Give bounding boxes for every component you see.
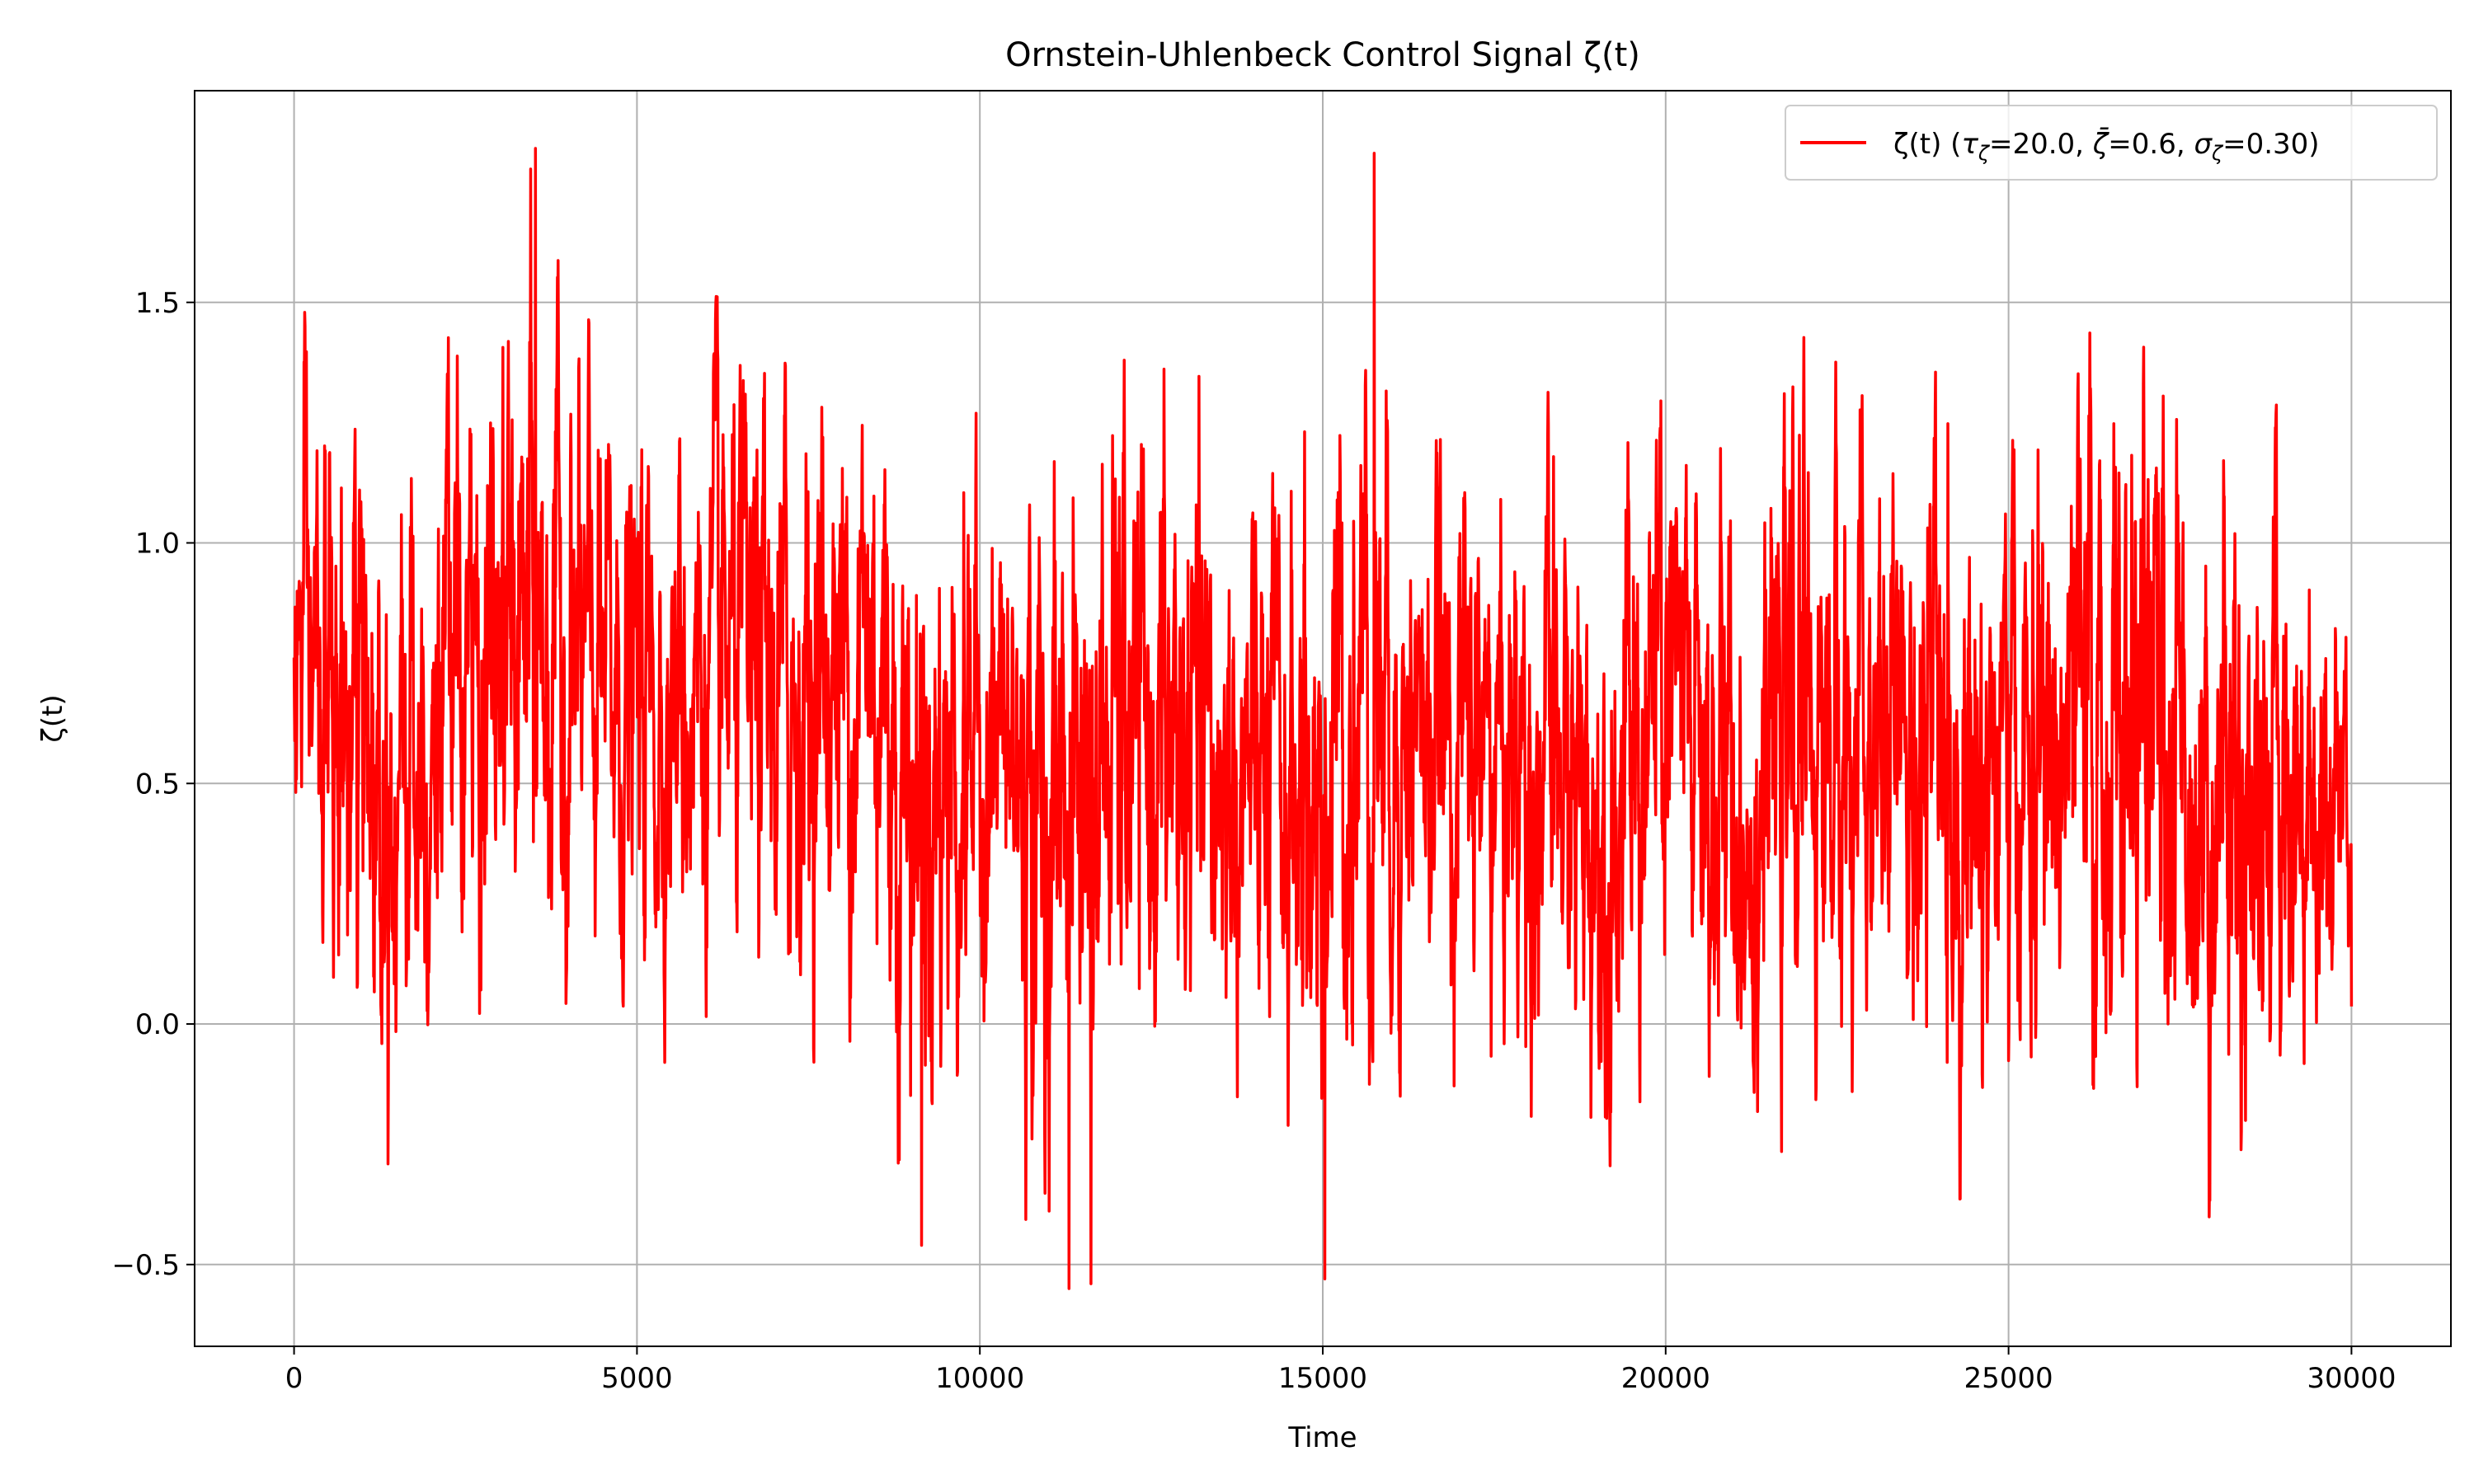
series-layer [292,147,2354,1290]
legend-tau-value: =20.0, [1989,128,2093,161]
legend-box [1785,105,2438,181]
series-line [292,147,2354,1290]
x-tick-label: 10000 [935,1362,1024,1395]
y-tick-label: 1.0 [135,528,180,561]
x-tick-label: 5000 [601,1362,673,1395]
x-tick-label: 20000 [1621,1362,1710,1395]
x-tick-label: 15000 [1278,1362,1367,1395]
chart-title: Ornstein-Uhlenbeck Control Signal ζ(t) [1005,36,1640,74]
legend-sigma: σ [2194,128,2213,161]
ticks: 0 5000 10000 15000 20000 25000 30000 −0.5 0.0 0.5… [111,287,2396,1395]
y-tick-label: 1.5 [135,287,180,320]
y-axis-label: ζ(t) [36,694,69,742]
legend-sigma-value: =0.30) [2222,128,2319,161]
legend-tau: τ [1961,128,1978,161]
x-axis-label: Time [1287,1421,1357,1454]
x-tick-label: 25000 [1964,1362,2053,1395]
legend-zeta-bar: ζ̄ [2092,127,2110,161]
y-tick-label: 0.0 [135,1008,180,1041]
legend-sigma-subscript: ζ [2211,142,2224,165]
legend-tau-subscript: ζ [1978,142,1991,165]
y-tick-label: −0.5 [111,1249,180,1282]
legend-prefix: ζ(t) ( [1893,128,1961,161]
x-tick-label: 0 [285,1362,303,1395]
x-tick-label: 30000 [2307,1362,2396,1395]
y-tick-label: 0.5 [135,768,180,801]
legend: ζ(t) (τζ=20.0, ζ̄=0.6, σζ=0.30) [1785,105,2438,181]
legend-zeta-value: =0.6, [2108,128,2194,161]
legend-label: ζ(t) (τζ=20.0, ζ̄=0.6, σζ=0.30) [1893,127,2320,165]
